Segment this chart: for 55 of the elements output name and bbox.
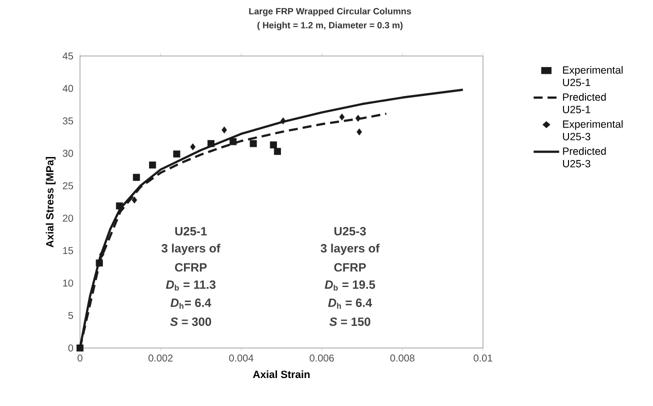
- annotation: D$_{h}$= 6.4: [170, 298, 212, 309]
- point: [280, 117, 286, 124]
- annotation: D$_{b}$ = 11.3: [166, 280, 216, 291]
- x-tick-label: 0.008: [390, 354, 414, 362]
- annotation: CFRP: [334, 263, 366, 272]
- y-tick-label: 25: [62, 182, 74, 190]
- x-tick-label: 0.002: [148, 354, 173, 362]
- x-tick-label: 0.01: [474, 354, 492, 362]
- point: [99, 251, 104, 258]
- point: [230, 138, 237, 146]
- chart-subtitle: ( Height = 1.2 m, Diameter = 0.3 m): [257, 22, 403, 30]
- y-tick-label: 35: [62, 117, 74, 124]
- x-tick-label: 0.006: [310, 354, 334, 362]
- point: [132, 196, 138, 204]
- x-tick-label: 0: [78, 354, 82, 362]
- point: [76, 344, 84, 352]
- annotation: 3 layers of: [320, 244, 380, 255]
- point: [190, 143, 196, 150]
- point: [149, 162, 156, 169]
- y-tick-label: 5: [68, 312, 74, 320]
- point: [274, 148, 281, 155]
- x-tick-label: 0.004: [229, 354, 254, 362]
- y-tick-label: 15: [63, 247, 74, 254]
- annotation: S = 150: [329, 317, 370, 326]
- y-tick-label: 30: [62, 150, 74, 157]
- annotation: U25-3: [334, 226, 366, 236]
- legend-label: Experimental U25-3: [563, 120, 623, 140]
- x-axis-title: Axial Strain: [252, 370, 310, 378]
- y-tick-label: 0: [68, 344, 74, 352]
- legend-label: Predicted U25-3: [563, 147, 606, 168]
- point: [96, 259, 103, 266]
- point: [207, 140, 214, 148]
- point: [250, 140, 257, 148]
- annotation: S = 300: [170, 317, 212, 326]
- point: [339, 113, 345, 120]
- point: [116, 202, 123, 210]
- annotation: U25-1: [175, 226, 207, 236]
- y-tick-label: 10: [63, 280, 74, 287]
- annotation: CFRP: [175, 263, 207, 272]
- y-axis-title: Axial Stress [MPa]: [46, 156, 56, 248]
- annotation: D$_{b}$ = 19.5: [324, 280, 376, 291]
- legend-label: Experimental U25-1: [563, 66, 623, 86]
- point: [356, 128, 362, 136]
- point: [132, 174, 140, 181]
- point: [222, 126, 227, 134]
- point: [270, 141, 277, 148]
- chart-title: Large FRP Wrapped Circular Columns: [249, 8, 412, 16]
- legend-label: Predicted U25-1: [563, 93, 606, 114]
- point: [173, 150, 180, 158]
- annotation: 3 layers of: [162, 244, 220, 255]
- point: [355, 114, 361, 122]
- y-tick-label: 40: [62, 84, 74, 92]
- annotation: D$_{h}$ = 6.4: [328, 298, 372, 309]
- y-tick-label: 45: [62, 52, 74, 60]
- y-tick-label: 20: [62, 214, 74, 222]
